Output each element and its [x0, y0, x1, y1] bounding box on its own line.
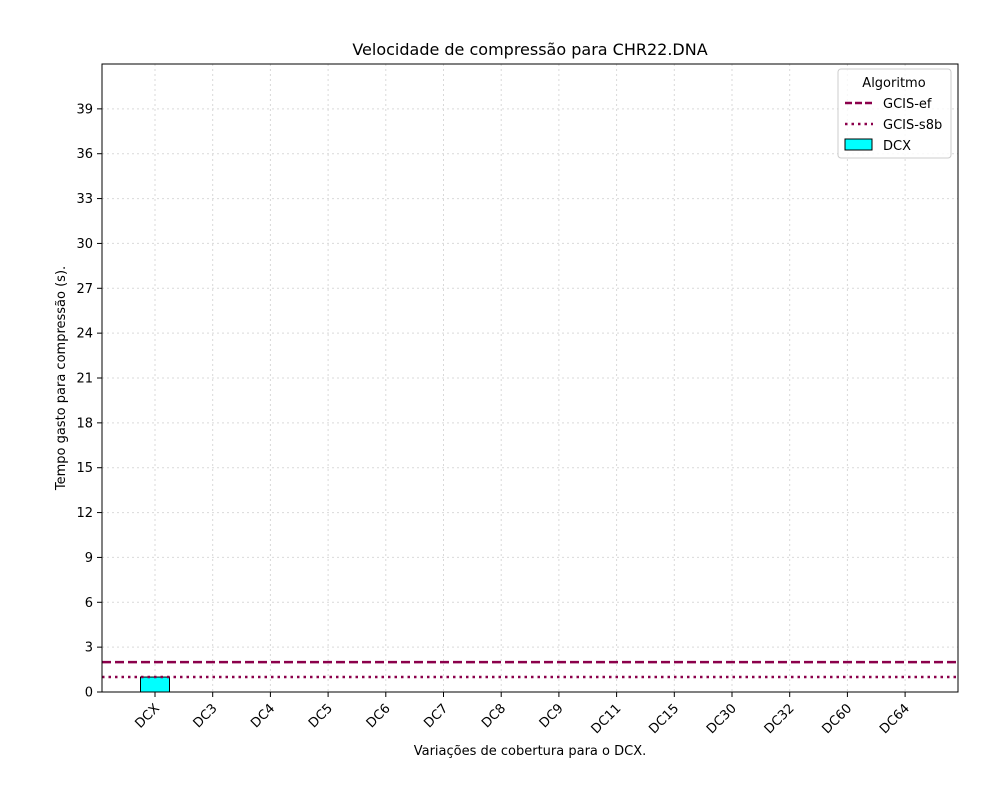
legend-label-gcis-s8b: GCIS-s8b — [883, 118, 942, 133]
legend-label-gcis-ef: GCIS-ef — [883, 97, 932, 112]
plot-frame — [101, 63, 959, 693]
chart-title: Velocidade de compressão para CHR22.DNA — [352, 40, 707, 59]
legend-label-dcx: DCX — [883, 139, 911, 154]
x-tick-label: DC60 — [819, 701, 855, 737]
y-tick-label: 21 — [76, 372, 93, 387]
x-tick-label: DC5 — [306, 701, 336, 731]
y-tick-label: 33 — [76, 192, 93, 207]
x-tick-label: DC7 — [421, 701, 451, 731]
y-tick-label: 18 — [76, 416, 93, 431]
grid — [102, 64, 958, 693]
y-tick-label: 36 — [76, 147, 93, 162]
x-tick-label: DC4 — [248, 701, 278, 731]
y-tick-label: 30 — [76, 237, 93, 252]
y-tick-label: 27 — [76, 282, 93, 297]
x-axis-label: Variações de cobertura para o DCX. — [414, 744, 647, 759]
y-tick-label: 6 — [85, 596, 93, 611]
x-tick-label: DC9 — [537, 701, 567, 731]
x-tick-label: DC6 — [364, 701, 394, 731]
y-tick-label: 3 — [85, 641, 93, 656]
y-tick-label: 0 — [85, 686, 93, 701]
bar — [140, 676, 170, 693]
reference-lines — [102, 660, 958, 679]
x-tick-label: DC30 — [704, 701, 740, 737]
y-axis-label: Tempo gasto para compressão (s). — [54, 266, 69, 491]
legend-box — [837, 68, 952, 159]
x-tick-label: DC11 — [589, 701, 625, 737]
bars — [140, 676, 170, 693]
x-tick-label: DC3 — [191, 701, 221, 731]
x-axis: DCX DC3 DC4 DC5 DC6 DC7 DC8 DC9 DC11 DC15 DC30 DC32… — [132, 692, 913, 737]
legend: Algoritmo GCIS-ef GCIS-s8b DCX — [837, 68, 952, 159]
legend-swatch-dcx — [844, 138, 873, 151]
x-tick-label: DC8 — [479, 701, 509, 731]
x-tick-label: DC64 — [877, 701, 913, 737]
x-tick-label: DC32 — [762, 701, 798, 737]
y-tick-label: 39 — [76, 102, 93, 117]
x-tick-label: DC15 — [646, 701, 682, 737]
y-tick-label: 12 — [76, 506, 93, 521]
y-tick-label: 15 — [76, 461, 93, 476]
x-tick-label: DCX — [132, 701, 162, 731]
legend-title: Algoritmo — [862, 76, 925, 91]
y-tick-label: 9 — [85, 551, 93, 566]
y-tick-label: 24 — [76, 327, 93, 342]
